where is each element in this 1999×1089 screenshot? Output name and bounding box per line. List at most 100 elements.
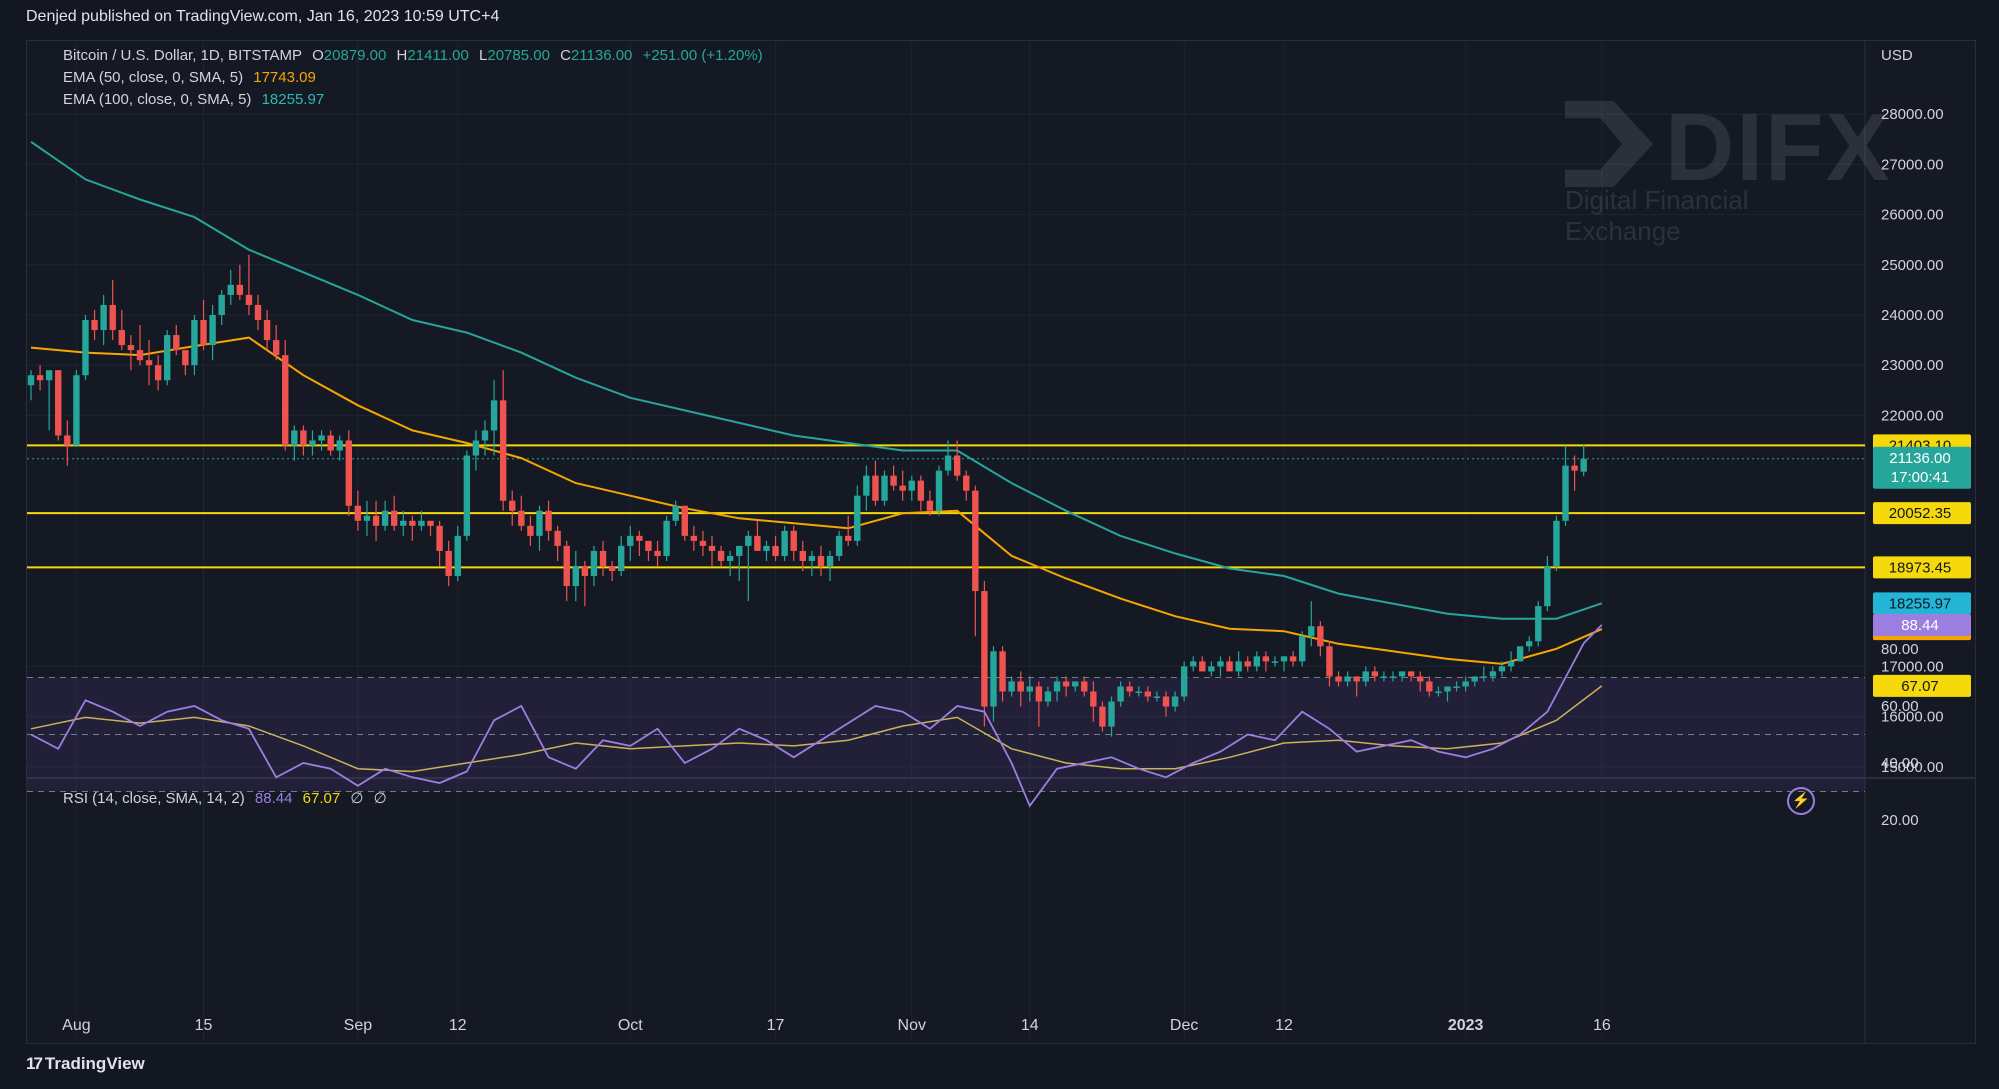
candle-body [1135, 691, 1142, 693]
candle-body [145, 360, 153, 366]
watermark-subtitle: Digital Financial Exchange [1565, 185, 1749, 246]
candle-body [1480, 676, 1487, 678]
candle-body [754, 535, 761, 551]
candle-body [1035, 686, 1043, 702]
time-tick-label: 17 [767, 1017, 785, 1034]
candle-body [1489, 671, 1497, 677]
candle-body [1180, 666, 1188, 697]
candle-body [345, 440, 352, 506]
candle-body [590, 550, 598, 577]
low-value: 20785.00 [487, 47, 550, 64]
chart-svg: 28000.00 27000.00 26000.00 25000.00 24000.00… [27, 41, 1975, 1043]
candle-body [1562, 465, 1569, 521]
price-tick-label: 22000.00 [1881, 407, 1944, 424]
ema100-legend[interactable]: EMA (100, close, 0, SMA, 5) 18255.97 [63, 91, 330, 108]
rsi-legend[interactable]: RSI (14, close, SMA, 14, 2) 88.44 67.07 … [63, 789, 393, 807]
candle-body [118, 330, 125, 346]
candle-body [245, 294, 253, 305]
candle-body [164, 335, 171, 381]
candle-body [890, 475, 897, 486]
rsi-tick-label: 80.00 [1881, 641, 1919, 658]
candle-body [1317, 626, 1324, 647]
candle-body [109, 304, 116, 331]
candle-body [981, 591, 988, 707]
ema100-tag-bg [1873, 592, 1971, 615]
chart-container[interactable]: 28000.00 27000.00 26000.00 25000.00 24000.00… [26, 40, 1976, 1044]
candle-body [645, 540, 652, 551]
candle-body [808, 555, 816, 561]
high-label: H [396, 47, 408, 64]
time-tick-label: 12 [449, 1017, 467, 1034]
rsi-value: 88.44 [254, 790, 293, 807]
candle-body [1571, 465, 1578, 471]
rsi-tick-label: 40.00 [1881, 755, 1919, 772]
lightning-icon[interactable]: ⚡ [1787, 787, 1815, 815]
candle-body [1444, 686, 1451, 692]
candle-body [581, 565, 589, 577]
candle-body [309, 440, 316, 446]
candle-body [463, 455, 471, 536]
candle-body [1144, 691, 1152, 697]
candle-body [1526, 641, 1533, 647]
candle-body [1535, 606, 1542, 642]
rsi-ma-line [30, 685, 1603, 773]
level-tag: 18973.45 [1889, 559, 1952, 576]
candle-body [91, 320, 98, 331]
candle-body [1271, 661, 1279, 663]
candle-body [318, 435, 325, 441]
price-tick-label: 15000.00 [1881, 759, 1944, 776]
candle-body [1326, 646, 1333, 677]
close-value: 21136.00 [570, 47, 633, 64]
rsi-tag-bg [1873, 613, 1971, 636]
candle-body [527, 525, 534, 536]
candle-body [999, 651, 1006, 692]
candle-body [36, 375, 44, 381]
price-tick-label: 27000.00 [1881, 156, 1944, 173]
candle-body [372, 515, 380, 526]
candle-body [608, 565, 616, 571]
rsi-line [30, 624, 1603, 808]
candle-body [400, 520, 407, 526]
candle-body [817, 555, 825, 566]
candle-body [1516, 646, 1524, 662]
ema50-legend[interactable]: EMA (50, close, 0, SMA, 5) 17743.09 [63, 69, 322, 86]
candle-body [1426, 681, 1433, 692]
candle-body [1171, 696, 1179, 707]
candle-body [854, 495, 861, 541]
candle-body [536, 510, 543, 536]
candle-body [763, 545, 770, 551]
time-tick-label: 16 [1593, 1017, 1611, 1034]
candle-body [545, 510, 552, 531]
footer-brand: TradingView [44, 1054, 145, 1073]
level-tag-bg [1873, 556, 1971, 579]
candle-body [27, 375, 35, 386]
candle-body [1580, 458, 1587, 472]
time-tick-label: 14 [1021, 1017, 1039, 1034]
candle-body [990, 651, 997, 707]
symbol-name[interactable]: Bitcoin / U.S. Dollar, 1D, BITSTAMP [63, 47, 302, 64]
candle-body [300, 430, 307, 446]
published-header: Denjed published on TradingView.com, Jan… [26, 8, 500, 25]
difx-watermark: DIFX Digital Financial Exchange [1565, 93, 1890, 246]
candle-body [363, 515, 371, 521]
candle-body [1417, 676, 1424, 682]
candle-body [1353, 676, 1360, 682]
time-tick-label: Aug [62, 1017, 90, 1034]
candle-body [499, 400, 507, 501]
candle-body [1299, 636, 1306, 662]
candle-body [518, 510, 525, 526]
tradingview-logo[interactable]: 17 TradingView [26, 1054, 145, 1074]
candle-body [1262, 656, 1270, 662]
candle-body [672, 505, 679, 521]
candle-body [663, 520, 670, 556]
candle-body [944, 455, 952, 471]
candle-body [1544, 565, 1551, 607]
price-tick-label: 16000.00 [1881, 709, 1944, 726]
price-tick-label: 23000.00 [1881, 357, 1944, 374]
ema50-line [30, 336, 1603, 665]
candle-body [1026, 686, 1033, 692]
candle-body [73, 375, 80, 446]
candle-body [127, 345, 135, 351]
candle-body [327, 435, 334, 451]
